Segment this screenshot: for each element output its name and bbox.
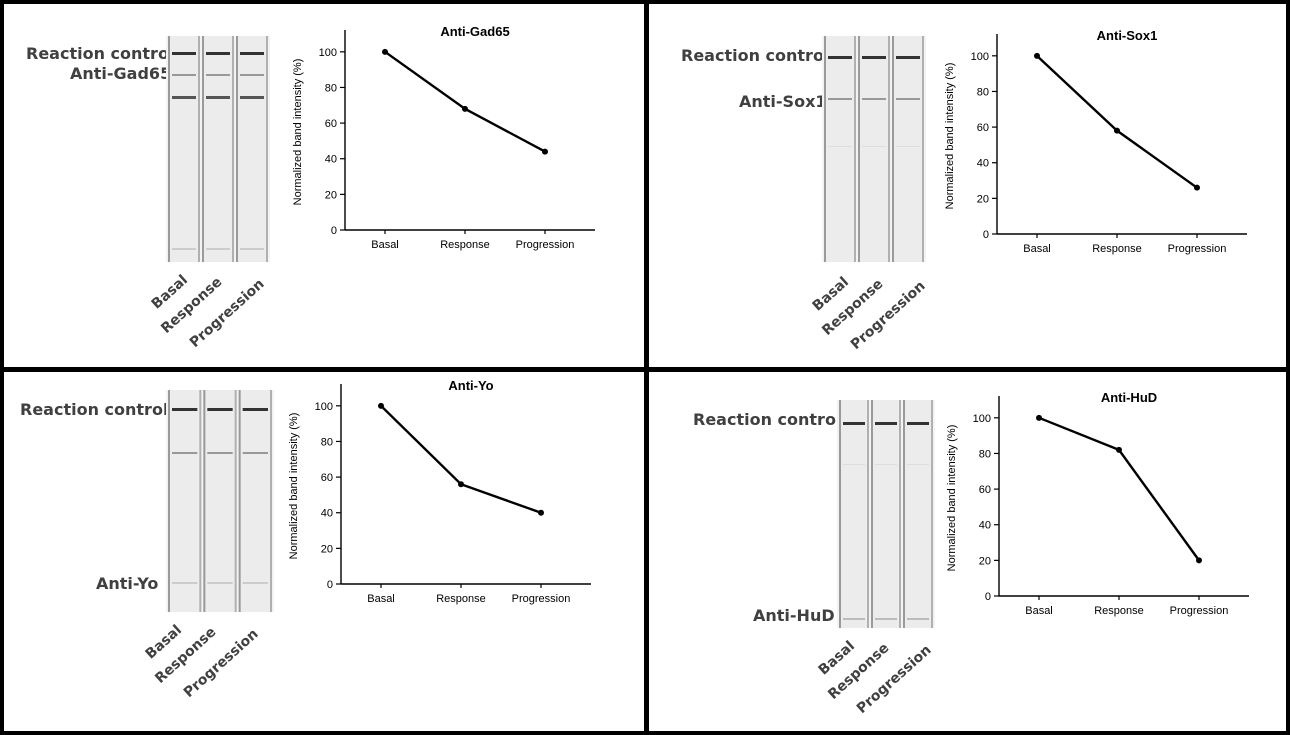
- reaction-control-label: Reaction control: [26, 44, 175, 63]
- series-line: [384, 50, 546, 153]
- y-tick-label: 100: [319, 47, 337, 59]
- line-chart-anti-gad65: Anti-Gad65 0 20 40 60 80 100 Basal Response Progr…: [292, 24, 595, 251]
- reaction-control-label: Reaction control: [693, 410, 842, 429]
- chart-title: Anti-Sox1: [1097, 28, 1158, 43]
- y-tick-label: 60: [977, 122, 989, 134]
- antigen-band-label: Anti-HuD: [753, 606, 835, 625]
- data-point: [458, 481, 464, 488]
- blot-strip-image: [837, 400, 935, 628]
- y-tick-label: 40: [325, 154, 337, 166]
- data-point: [538, 509, 544, 516]
- blot-strip-image: [822, 36, 926, 262]
- y-tick-label: 0: [985, 591, 991, 603]
- antigen-band-label: Anti-Gad65: [70, 64, 172, 83]
- x-tick-label: Basal: [1025, 605, 1053, 617]
- x-tick-label: Basal: [367, 593, 395, 605]
- x-tick-label: Response: [1094, 605, 1144, 617]
- data-point: [1116, 446, 1122, 453]
- data-point: [1034, 52, 1040, 59]
- y-axis-label: Normalized band intensity (%): [946, 425, 958, 572]
- series-line: [1038, 416, 1200, 562]
- reaction-control-label: Reaction control: [20, 400, 169, 419]
- y-tick-label: 20: [977, 193, 989, 205]
- reaction-control-label: Reaction control: [681, 46, 830, 65]
- x-tick-label: Response: [440, 239, 490, 251]
- data-point: [1036, 414, 1042, 421]
- data-point: [462, 105, 468, 112]
- panel-divider-horizontal: [0, 367, 1290, 372]
- line-chart-anti-sox1: Anti-Sox1 0 20 40 60 80 100 Basal Response Progre…: [944, 28, 1247, 255]
- y-tick-label: 60: [325, 118, 337, 130]
- x-tick-label: Progression: [516, 239, 575, 251]
- blot-strip-image: [166, 36, 270, 262]
- x-tick-label: Response: [436, 593, 486, 605]
- y-tick-label: 60: [979, 484, 991, 496]
- y-tick-label: 100: [315, 401, 333, 413]
- y-tick-label: 40: [979, 520, 991, 532]
- y-axis-label: Normalized band intensity (%): [288, 413, 300, 560]
- y-tick-label: 80: [979, 448, 991, 460]
- data-point: [1114, 127, 1120, 134]
- y-tick-label: 0: [331, 225, 337, 237]
- blot-strip-image: [166, 390, 274, 612]
- data-point: [1196, 557, 1202, 564]
- y-tick-label: 20: [979, 555, 991, 567]
- panel-anti-gad65: Reaction control Anti-Gad65 Basal Respon…: [0, 0, 644, 367]
- data-point: [1194, 184, 1200, 191]
- x-tick-label: Progression: [1168, 243, 1227, 255]
- y-axis-label: Normalized band intensity (%): [944, 63, 956, 210]
- series-line: [1036, 54, 1198, 189]
- chart-title: Anti-Gad65: [440, 24, 509, 39]
- panel-anti-sox1: Reaction control Anti-Sox1 Basal Respons…: [649, 0, 1290, 367]
- y-tick-label: 100: [971, 51, 989, 63]
- x-tick-label: Progression: [1170, 605, 1229, 617]
- line-chart-anti-yo: Anti-Yo 0 20 40 60 80 100 Basal Response Progress…: [288, 378, 591, 605]
- panel-anti-yo: Reaction control Anti-Yo Basal Response …: [0, 372, 644, 735]
- data-point: [542, 148, 548, 155]
- chart-title: Anti-Yo: [448, 378, 493, 393]
- series-line: [380, 404, 542, 514]
- x-tick-label: Response: [1092, 243, 1142, 255]
- data-point: [378, 402, 384, 409]
- x-tick-label: Progression: [512, 593, 571, 605]
- y-tick-label: 40: [977, 158, 989, 170]
- y-tick-label: 80: [321, 436, 333, 448]
- y-tick-label: 80: [325, 82, 337, 94]
- y-tick-label: 0: [983, 229, 989, 241]
- y-tick-label: 20: [325, 189, 337, 201]
- panel-anti-hud: Reaction control Anti-HuD Basal Response…: [649, 372, 1290, 735]
- y-tick-label: 100: [973, 413, 991, 425]
- y-tick-label: 60: [321, 472, 333, 484]
- antigen-band-label: Anti-Sox1: [739, 92, 827, 111]
- y-tick-label: 20: [321, 543, 333, 555]
- line-chart-anti-hud: Anti-HuD 0 20 40 60 80 100 Basal Response Progres…: [946, 390, 1249, 617]
- x-tick-label: Basal: [1023, 243, 1051, 255]
- antigen-band-label: Anti-Yo: [96, 574, 159, 593]
- data-point: [382, 48, 388, 55]
- x-tick-label: Basal: [371, 239, 399, 251]
- y-tick-label: 40: [321, 508, 333, 520]
- y-tick-label: 80: [977, 86, 989, 98]
- chart-title: Anti-HuD: [1101, 390, 1157, 405]
- y-axis-label: Normalized band intensity (%): [292, 59, 304, 206]
- y-tick-label: 0: [327, 579, 333, 591]
